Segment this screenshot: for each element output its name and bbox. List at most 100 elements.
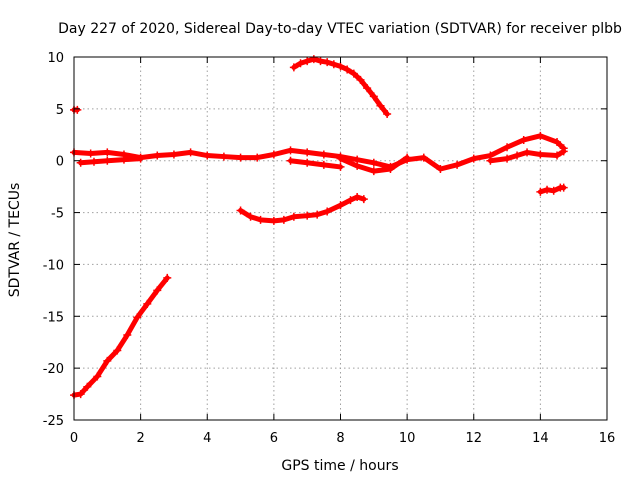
data-point	[543, 185, 552, 194]
data-point	[286, 146, 295, 155]
data-point	[503, 143, 512, 152]
y-tick-label: -15	[43, 310, 64, 325]
x-tick-label: 2	[136, 431, 144, 446]
x-tick-label: 6	[270, 431, 278, 446]
data-point	[343, 65, 352, 74]
y-tick-label: 0	[56, 155, 64, 170]
data-point	[73, 105, 82, 114]
data-point	[536, 187, 545, 196]
data-point	[119, 155, 128, 164]
data-point	[369, 92, 378, 101]
data-point	[319, 150, 328, 159]
data-point	[236, 153, 245, 162]
data-point	[336, 62, 345, 71]
data-point	[513, 151, 522, 160]
series-layer	[70, 55, 568, 400]
grid	[74, 57, 607, 420]
series-arc-3	[76, 154, 145, 167]
data-point	[363, 84, 372, 93]
data-point	[269, 216, 278, 225]
data-point	[203, 151, 212, 160]
data-point	[559, 147, 568, 156]
data-point	[353, 193, 362, 202]
data-point	[236, 206, 245, 215]
x-tick-label: 12	[465, 431, 482, 446]
data-point	[313, 210, 322, 219]
data-point	[369, 158, 378, 167]
data-point	[549, 186, 558, 195]
data-point	[113, 346, 122, 355]
data-point	[336, 162, 345, 171]
data-point	[289, 212, 298, 221]
data-point	[103, 356, 112, 365]
x-axis-title: GPS time / hours	[281, 458, 398, 474]
data-point	[403, 153, 412, 162]
data-point	[253, 153, 262, 162]
x-tick-label: 8	[336, 431, 344, 446]
data-point	[303, 57, 312, 66]
data-point	[436, 165, 445, 174]
y-tick-label: 5	[56, 103, 64, 118]
series-arc-1	[70, 105, 82, 114]
y-axis-title: SDTVAR / TECUs	[7, 183, 23, 298]
y-tick-label: -5	[51, 207, 64, 222]
data-point	[519, 135, 528, 144]
y-tick-label: 10	[47, 51, 64, 66]
data-point	[186, 148, 195, 157]
data-point	[323, 58, 332, 67]
data-point	[76, 390, 85, 399]
data-point	[269, 150, 278, 159]
series-arc-9	[536, 183, 568, 196]
data-point	[303, 148, 312, 157]
data-point	[336, 201, 345, 210]
chart-title: Day 227 of 2020, Sidereal Day-to-day VTE…	[58, 21, 622, 37]
data-point	[536, 150, 545, 159]
series-line	[288, 158, 343, 170]
data-point	[453, 160, 462, 169]
data-point	[553, 151, 562, 160]
data-point	[133, 313, 142, 322]
data-point	[303, 158, 312, 167]
data-point	[369, 167, 378, 176]
data-point	[296, 59, 305, 68]
data-point	[329, 60, 338, 69]
data-point	[279, 215, 288, 224]
series-line	[71, 275, 170, 398]
data-point	[103, 148, 112, 157]
data-point	[386, 165, 395, 174]
data-point	[153, 286, 162, 295]
data-point	[349, 69, 358, 78]
data-point	[76, 158, 85, 167]
data-point	[169, 150, 178, 159]
data-point	[256, 215, 265, 224]
data-point	[353, 161, 362, 170]
data-point	[289, 63, 298, 72]
data-point	[316, 57, 325, 66]
series-arc-6	[486, 147, 568, 165]
data-point	[143, 299, 152, 308]
data-point	[136, 154, 145, 163]
data-point	[346, 196, 355, 205]
data-point	[309, 55, 318, 64]
data-point	[486, 156, 495, 165]
data-point	[319, 160, 328, 169]
data-point	[93, 372, 102, 381]
data-point	[469, 154, 478, 163]
series-arc-2	[70, 131, 568, 174]
series-arc-4	[286, 156, 345, 171]
x-tick-label: 10	[399, 431, 416, 446]
series-arc-5	[336, 153, 412, 176]
data-point	[376, 101, 385, 110]
y-tick-label: -25	[43, 414, 64, 429]
y-tick-label: -20	[43, 362, 64, 377]
data-point	[503, 154, 512, 163]
series-line	[238, 194, 367, 224]
data-point	[86, 149, 95, 158]
data-point	[336, 154, 345, 163]
data-point	[419, 153, 428, 162]
data-point	[153, 151, 162, 160]
ticks: 0 2 4 6 8 10 12 14 16 -25 -20 -15 -10 -5 0 5 10	[43, 51, 616, 446]
data-point	[83, 382, 92, 391]
data-point	[559, 183, 568, 192]
